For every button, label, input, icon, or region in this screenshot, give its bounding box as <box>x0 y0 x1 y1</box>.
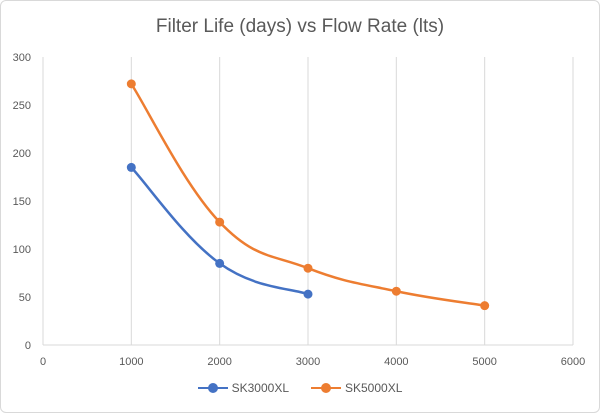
series-line-sk5000xl <box>130 83 485 307</box>
legend-item-sk3000xl: SK3000XL <box>197 381 289 395</box>
legend-label-sk3000xl: SK3000XL <box>231 381 289 395</box>
legend-item-sk5000xl: SK5000XL <box>311 381 402 395</box>
y-tick-label: 100 <box>13 244 31 256</box>
chart-legend: SK3000XL SK5000XL <box>0 381 600 395</box>
legend-marker-sk5000xl <box>321 383 331 393</box>
data-point-sk5000xl <box>391 286 401 296</box>
legend-label-sk5000xl: SK5000XL <box>345 381 403 395</box>
x-tick-label: 3000 <box>296 356 320 368</box>
y-tick-label: 50 <box>19 292 31 304</box>
data-point-sk5000xl <box>480 301 490 311</box>
x-tick-label: 1000 <box>119 356 143 368</box>
x-tick-label: 0 <box>40 356 46 368</box>
x-tick-label: 2000 <box>207 356 231 368</box>
data-point-sk5000xl <box>215 217 225 227</box>
legend-swatch-sk5000xl <box>311 383 341 393</box>
y-tick-label: 200 <box>13 148 31 160</box>
chart-title: Filter Life (days) vs Flow Rate (lts) <box>155 16 445 37</box>
y-tick-label: 150 <box>13 196 31 208</box>
legend-marker-sk3000xl <box>207 383 218 393</box>
x-tick-label: 5000 <box>472 356 496 368</box>
y-tick-label: 300 <box>13 52 31 64</box>
data-point-sk3000xl <box>215 258 225 268</box>
x-tick-label: 6000 <box>561 356 585 368</box>
y-tick-label: 250 <box>13 100 31 112</box>
x-tick-label: 4000 <box>384 356 408 368</box>
data-point-sk5000xl <box>303 263 313 273</box>
data-point-sk5000xl <box>126 79 136 89</box>
data-point-sk3000xl <box>126 162 136 172</box>
data-point-sk3000xl <box>303 289 313 299</box>
y-tick-label: 0 <box>25 340 31 352</box>
legend-swatch-sk3000xl <box>197 383 228 393</box>
